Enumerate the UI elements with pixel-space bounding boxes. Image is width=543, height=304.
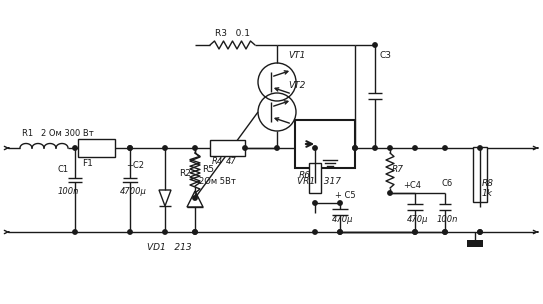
Text: VD1   213: VD1 213 xyxy=(147,244,192,253)
Text: 1k: 1k xyxy=(482,189,493,199)
Text: 100n: 100n xyxy=(437,216,458,224)
Circle shape xyxy=(478,146,482,150)
Text: R6: R6 xyxy=(299,171,311,181)
Polygon shape xyxy=(323,137,337,151)
Circle shape xyxy=(443,146,447,150)
Circle shape xyxy=(413,146,417,150)
Circle shape xyxy=(193,230,197,234)
Circle shape xyxy=(163,230,167,234)
Text: C1: C1 xyxy=(58,165,69,174)
Circle shape xyxy=(413,230,417,234)
Text: R1   2 Ом 300 Вт: R1 2 Ом 300 Вт xyxy=(22,130,94,139)
Text: 100n: 100n xyxy=(58,188,79,196)
Text: +C4: +C4 xyxy=(403,181,421,191)
Text: 2Ом 5Вт: 2Ом 5Вт xyxy=(199,177,236,185)
Text: 470µ: 470µ xyxy=(332,216,353,224)
Circle shape xyxy=(338,230,342,234)
Text: F1: F1 xyxy=(82,160,93,168)
Circle shape xyxy=(478,230,482,234)
Text: VT1: VT1 xyxy=(288,51,305,60)
Text: C3: C3 xyxy=(379,50,391,60)
Text: R3   0.1: R3 0.1 xyxy=(215,29,250,39)
Circle shape xyxy=(128,230,132,234)
Circle shape xyxy=(353,146,357,150)
Circle shape xyxy=(443,230,447,234)
Circle shape xyxy=(373,146,377,150)
Text: VR1   317: VR1 317 xyxy=(297,178,341,186)
Bar xyxy=(78,139,115,157)
Text: C6: C6 xyxy=(442,178,453,188)
Text: +C2: +C2 xyxy=(126,161,144,171)
Text: 4700µ: 4700µ xyxy=(120,188,147,196)
Bar xyxy=(309,163,321,193)
Circle shape xyxy=(313,201,317,205)
Circle shape xyxy=(353,146,357,150)
Circle shape xyxy=(193,196,197,200)
Circle shape xyxy=(243,146,247,150)
Bar xyxy=(473,147,487,202)
Circle shape xyxy=(388,191,392,195)
Circle shape xyxy=(193,146,197,150)
Circle shape xyxy=(73,146,77,150)
Bar xyxy=(295,120,355,168)
Circle shape xyxy=(478,230,482,234)
Text: R5: R5 xyxy=(202,164,214,174)
Text: R7: R7 xyxy=(392,165,404,174)
Circle shape xyxy=(313,146,317,150)
Circle shape xyxy=(313,230,317,234)
Bar xyxy=(210,140,245,156)
Circle shape xyxy=(388,146,392,150)
Circle shape xyxy=(275,146,279,150)
Text: 47: 47 xyxy=(226,157,237,167)
Circle shape xyxy=(338,201,342,205)
Circle shape xyxy=(443,230,447,234)
Circle shape xyxy=(193,230,197,234)
Text: VT2: VT2 xyxy=(288,81,305,91)
Circle shape xyxy=(413,230,417,234)
Text: R2: R2 xyxy=(179,168,191,178)
Circle shape xyxy=(128,146,132,150)
Circle shape xyxy=(373,43,377,47)
Text: R4: R4 xyxy=(212,157,223,167)
Circle shape xyxy=(73,230,77,234)
Text: R8: R8 xyxy=(482,178,494,188)
Text: + C5: + C5 xyxy=(335,192,356,201)
Circle shape xyxy=(163,146,167,150)
Circle shape xyxy=(338,230,342,234)
Bar xyxy=(467,240,483,247)
Circle shape xyxy=(128,146,132,150)
Text: 470µ: 470µ xyxy=(407,216,428,224)
